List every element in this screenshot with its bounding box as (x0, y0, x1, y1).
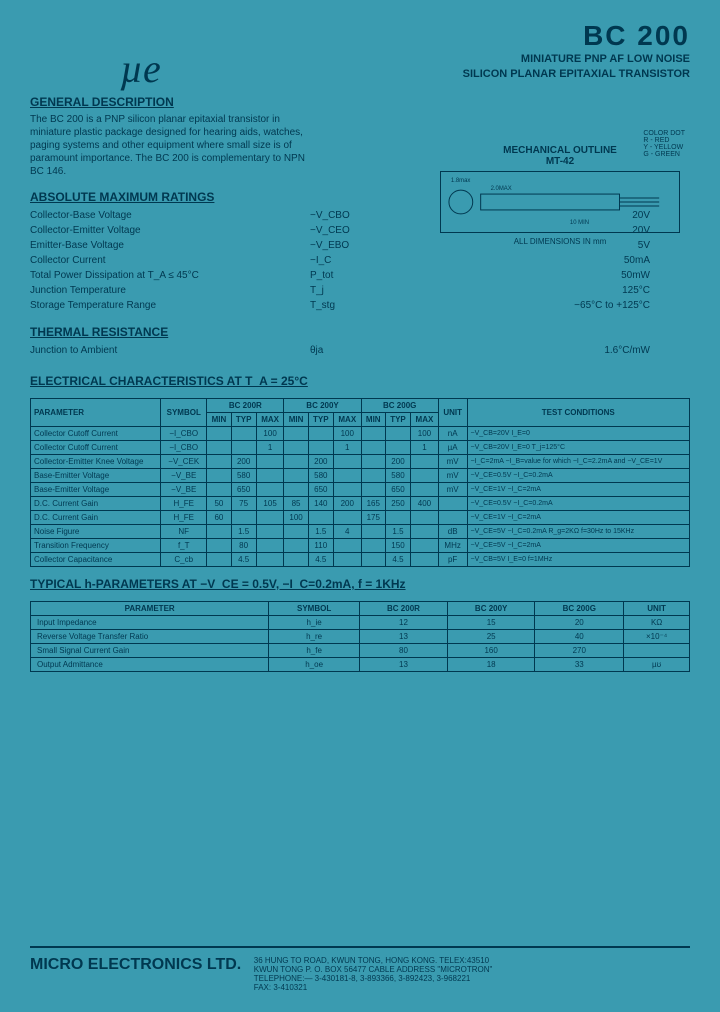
thermal-title: THERMAL RESISTANCE (30, 325, 690, 339)
company-logo: µe (120, 45, 161, 92)
company-name: MICRO ELECTRONICS LTD. (30, 956, 241, 974)
thermal-label: Junction to Ambient (30, 343, 310, 358)
mech-code: MT-42 (440, 156, 680, 167)
amr-row: Junction TemperatureT_j125°C (30, 283, 690, 298)
gendesc-text: The BC 200 is a PNP silicon planar epita… (30, 113, 310, 178)
addr1: 36 HUNG TO ROAD, KWUN TONG, HONG KONG. T… (254, 956, 493, 965)
elec-title: ELECTRICAL CHARACTERISTICS AT T_A = 25°C (30, 374, 690, 388)
amr-row: Collector Current−I_C50mA (30, 253, 690, 268)
thermal-symbol: θja (310, 343, 410, 358)
legend-title: COLOR DOT (643, 130, 685, 137)
hparam-table-wrap: PARAMETERSYMBOLBC 200RBC 200YBC 200GUNIT… (30, 601, 690, 672)
svg-text:1.8max: 1.8max (451, 178, 471, 184)
addr2: KWUN TONG P. O. BOX 56477 CABLE ADDRESS … (254, 965, 493, 974)
amr-row: Total Power Dissipation at T_A ≤ 45°CP_t… (30, 268, 690, 283)
mech-note: ALL DIMENSIONS IN mm (440, 237, 680, 246)
amr-row: Storage Temperature RangeT_stg−65°C to +… (30, 298, 690, 313)
elec-table: PARAMETERSYMBOLBC 200RBC 200YBC 200GUNIT… (30, 398, 690, 567)
hparam-title: TYPICAL h-PARAMETERS AT −V_CE = 0.5V, −I… (30, 577, 690, 591)
thermal-value: 1.6°C/mW (410, 343, 690, 358)
mech-title: MECHANICAL OUTLINE (440, 145, 680, 156)
company-address: 36 HUNG TO ROAD, KWUN TONG, HONG KONG. T… (254, 956, 493, 992)
footer: MICRO ELECTRONICS LTD. 36 HUNG TO ROAD, … (30, 946, 690, 992)
gendesc-title: GENERAL DESCRIPTION (30, 95, 690, 109)
tel: TELEPHONE:— 3-430181-8, 3-893366, 3-8924… (254, 974, 493, 983)
fax: FAX: 3-410321 (254, 983, 493, 992)
thermal-row: Junction to Ambient θja 1.6°C/mW (30, 343, 690, 358)
datasheet-page: µe COLOR DOT R - RED Y - YELLOW G - GREE… (0, 0, 720, 1012)
svg-text:10 MIN: 10 MIN (570, 220, 589, 226)
elec-table-wrap: PARAMETERSYMBOLBC 200RBC 200YBC 200GUNIT… (30, 398, 690, 567)
mechanical-outline: MECHANICAL OUTLINE MT-42 1.8max 2.0MAX 1… (440, 145, 680, 246)
svg-text:2.0MAX: 2.0MAX (491, 186, 512, 192)
mech-diagram: 1.8max 2.0MAX 10 MIN (440, 171, 680, 233)
hparam-table: PARAMETERSYMBOLBC 200RBC 200YBC 200GUNIT… (30, 601, 690, 672)
legend-r: R - RED (643, 137, 685, 144)
